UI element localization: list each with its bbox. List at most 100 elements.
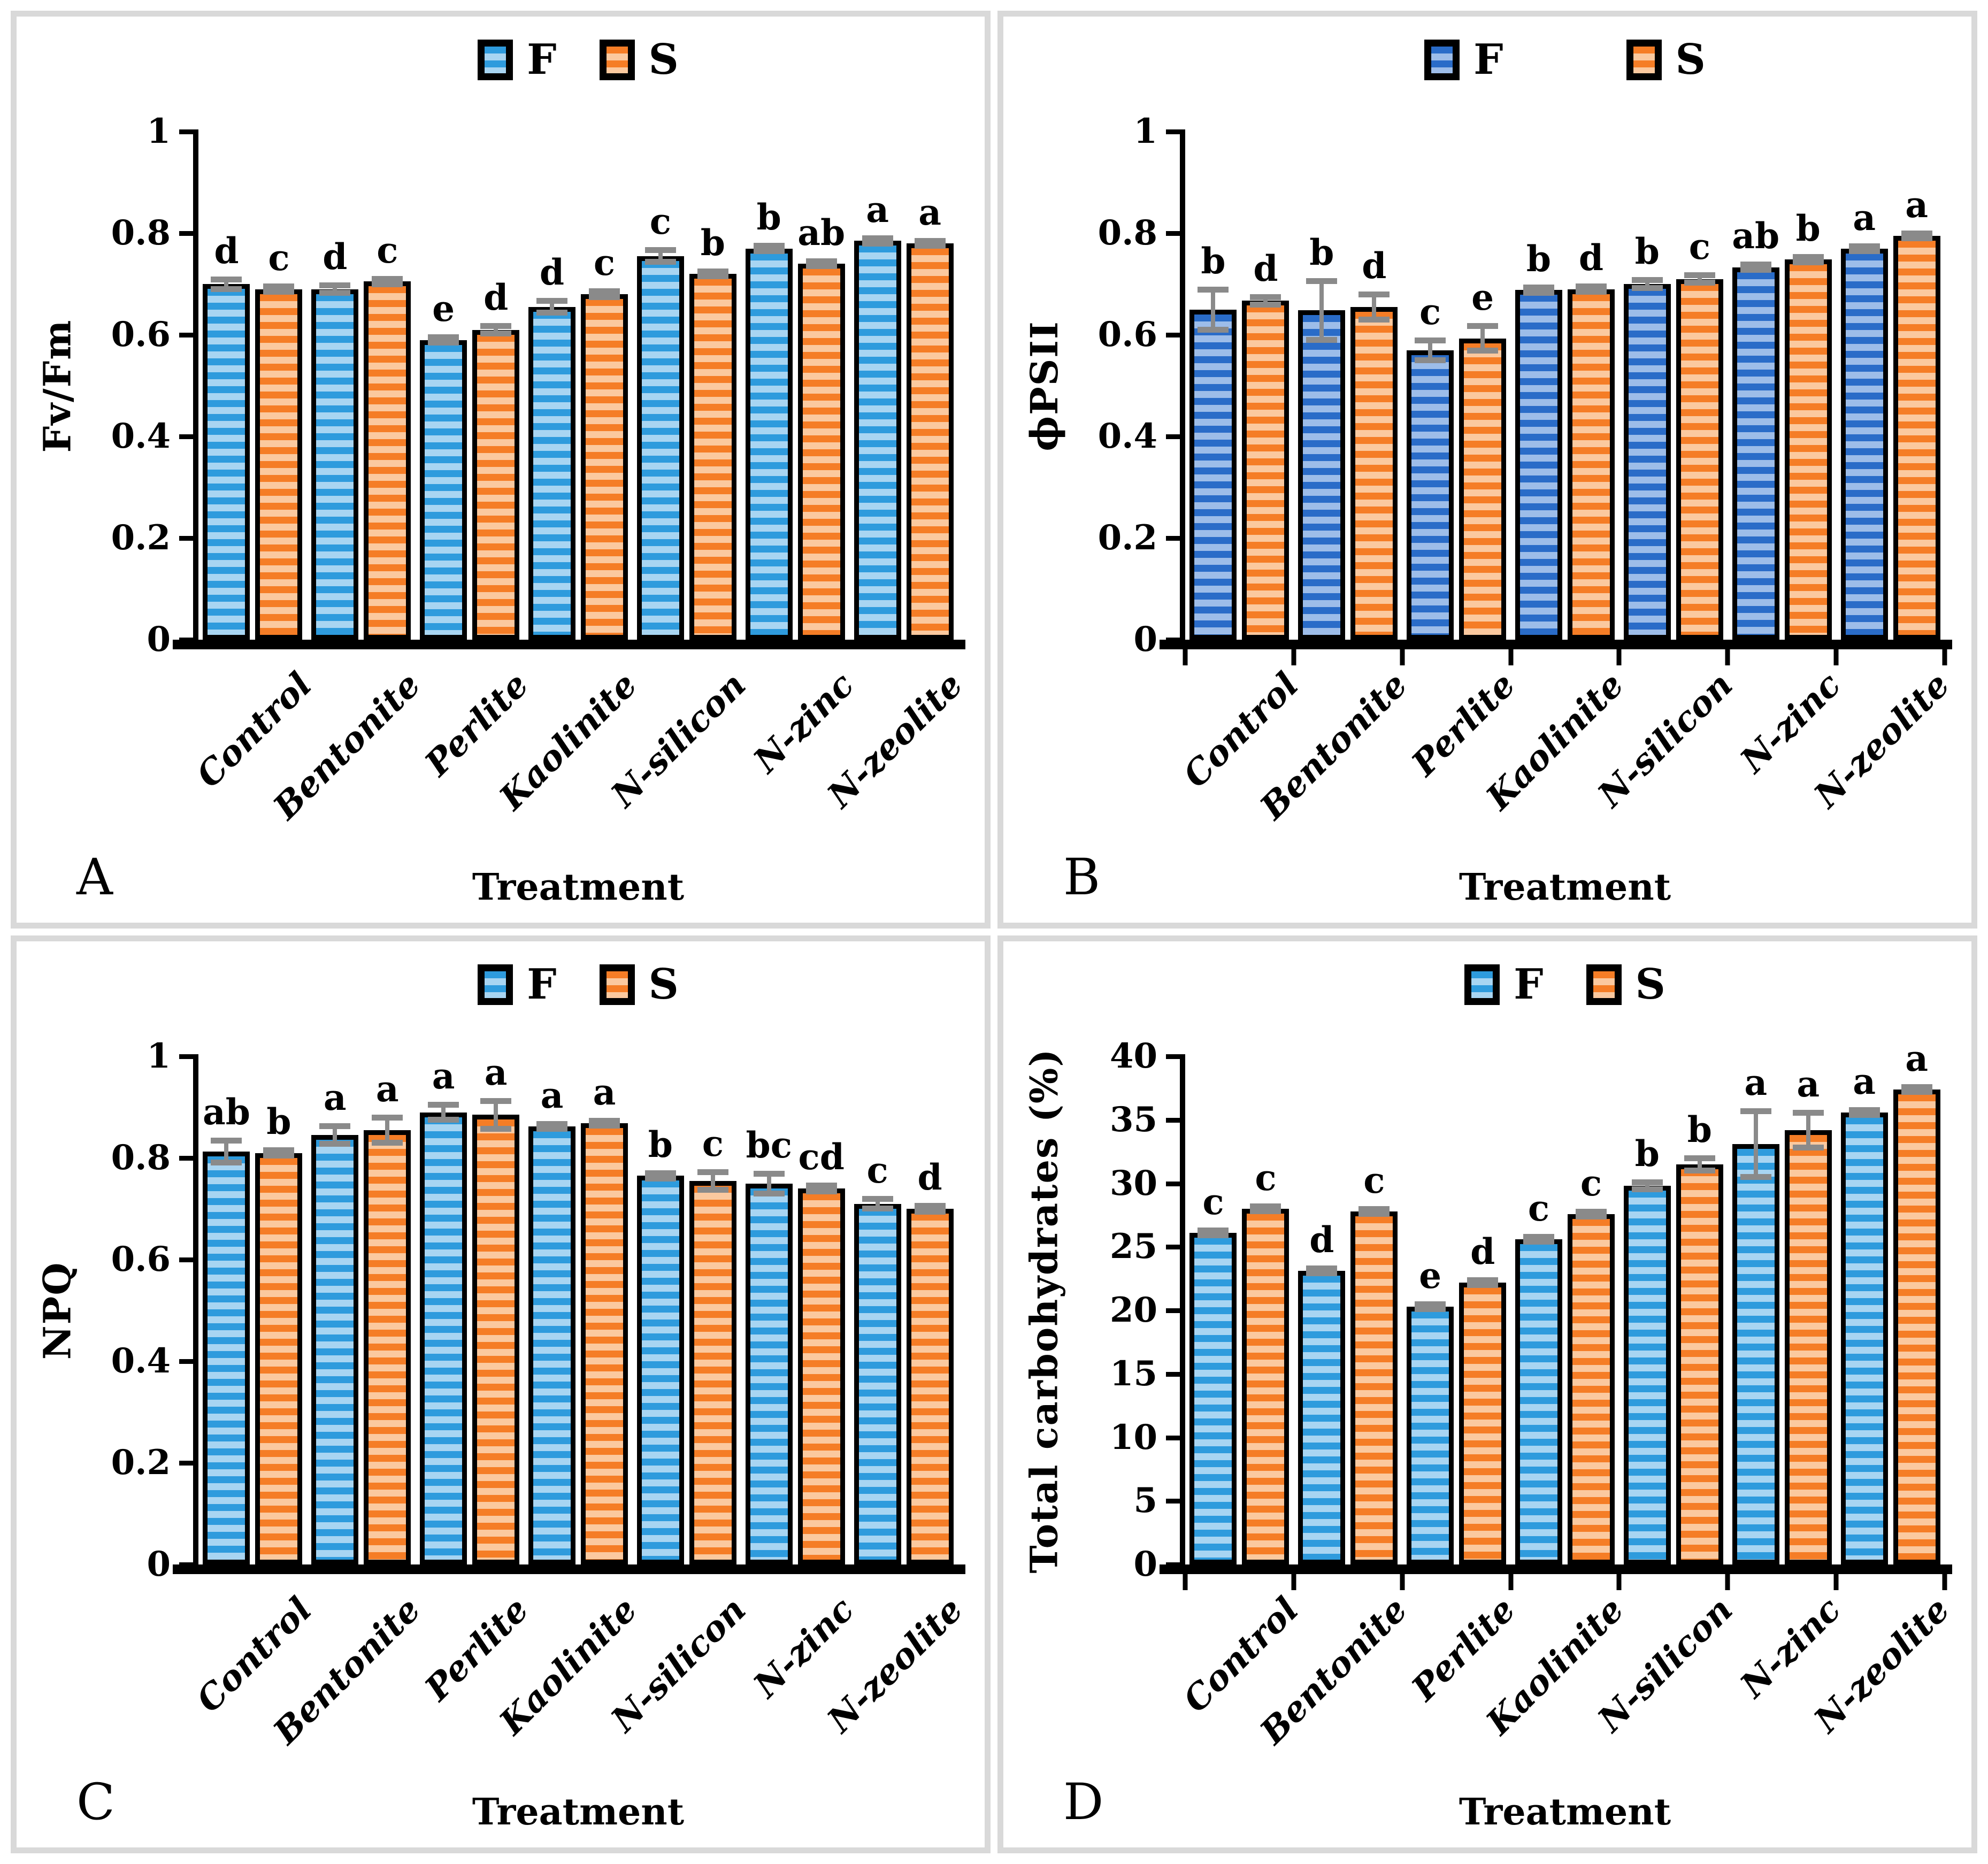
y-tick-label: 0 xyxy=(1133,1544,1157,1584)
error-bar-cap-bottom xyxy=(862,240,893,247)
sig-letter: a xyxy=(540,1075,564,1117)
error-bar xyxy=(441,1104,446,1120)
bar-S-N-zinc xyxy=(797,1188,845,1564)
panel-letter: C xyxy=(76,1773,115,1831)
x-tick xyxy=(1725,1574,1730,1590)
y-axis-line xyxy=(1180,129,1185,640)
y-tick xyxy=(179,1461,193,1466)
sig-letter: bc xyxy=(746,1124,792,1166)
sig-letter: d xyxy=(539,251,565,294)
x-axis-title: Treatment xyxy=(1459,1791,1671,1834)
error-bar-cap-bottom xyxy=(589,1123,620,1129)
x-category-labels: Control Bentonite Perlite Kaolinite N-silico… xyxy=(1176,1590,1957,1793)
y-tick-label: 0.6 xyxy=(1097,314,1157,355)
error-bar-cap-bottom xyxy=(914,243,946,249)
y-tick-label: 0.4 xyxy=(111,416,171,456)
sig-letter: b xyxy=(1201,240,1226,282)
y-tick-label: 20 xyxy=(1109,1290,1157,1330)
error-bar-cap-bottom xyxy=(1792,1145,1824,1150)
y-tick-label: 0.4 xyxy=(1097,416,1157,456)
sig-letter: b xyxy=(700,222,725,264)
legend-swatch-F xyxy=(1424,40,1460,80)
error-bar-cap-bottom xyxy=(536,1126,567,1132)
sig-letter: d xyxy=(1253,247,1278,289)
y-tick-label: 1 xyxy=(147,1036,171,1076)
x-tick xyxy=(1291,649,1296,665)
barwrap-S-Bentonite: a xyxy=(364,1071,411,1564)
panel-C: F S NPQ 0 0.2 0.4 0.6 0.8 1 ab b a a a a a a b c bc cd c d … xyxy=(11,935,991,1853)
barwrap-F-Kaolinite: a xyxy=(528,1078,575,1564)
y-tick-label: 0 xyxy=(1133,619,1157,659)
bar-F-N-zinc xyxy=(745,248,793,640)
error-bar-cap-bottom xyxy=(1848,1111,1880,1118)
barwrap-F-Perlite: e xyxy=(1407,1258,1454,1564)
error-bar xyxy=(1697,1158,1702,1171)
bar-S-N-zeolite xyxy=(906,243,954,640)
x-tick xyxy=(1400,649,1405,665)
bar-F-Kaolinite xyxy=(528,306,575,640)
legend-swatch-S xyxy=(599,40,635,80)
bar-groups: ab b a a a a a a b c bc cd c d xyxy=(198,1055,958,1564)
sig-letter: a xyxy=(593,1071,616,1114)
bar-F-Bentonite xyxy=(1298,310,1346,640)
sig-letter: b xyxy=(1687,1109,1712,1150)
sig-letter: b xyxy=(1795,207,1821,249)
error-bar-cap-bottom xyxy=(753,1190,785,1196)
y-axis-title-wrap: Total carbohydrates (%) xyxy=(1007,1048,1081,1573)
barwrap-S-Kaolinite: d xyxy=(1568,240,1615,640)
y-tick xyxy=(1166,1117,1180,1123)
x-axis-title: Treatment xyxy=(472,1791,685,1834)
error-bar xyxy=(1645,1182,1649,1190)
sig-letter: a xyxy=(1744,1062,1768,1104)
legend: F S xyxy=(198,964,958,1006)
error-bar-cap-bottom xyxy=(1358,316,1390,323)
error-bar-cap-bottom xyxy=(914,1208,946,1215)
barwrap-S-Kaolinite: c xyxy=(1568,1165,1615,1564)
panel-letter: B xyxy=(1063,848,1101,907)
barwrap-F-Control: c xyxy=(1189,1184,1237,1564)
error-bar-cap-bottom xyxy=(1306,336,1338,343)
y-tick xyxy=(1166,129,1180,134)
y-axis-title: ϕPSII xyxy=(1022,320,1066,451)
bar-S-Perlite xyxy=(472,1115,520,1564)
error-bar-cap-bottom xyxy=(589,294,620,300)
sig-letter: d xyxy=(1470,1230,1495,1272)
bar-F-Control xyxy=(203,1151,250,1564)
barwrap-F-N-zinc: bc xyxy=(745,1127,793,1564)
barwrap-S-Control: b xyxy=(255,1104,303,1564)
error-bar-cap-top xyxy=(697,1169,728,1175)
error-bar-cap-bottom xyxy=(1198,1232,1229,1239)
y-tick xyxy=(179,333,193,337)
error-bar-cap-top xyxy=(1684,1155,1715,1161)
bar-F-Perlite xyxy=(420,1112,467,1564)
error-bar-cap-bottom xyxy=(644,259,676,265)
barwrap-S-N-zeolite: d xyxy=(906,1160,954,1564)
y-tick-label: 30 xyxy=(1109,1163,1157,1203)
sig-letter: d xyxy=(917,1156,942,1199)
error-bar xyxy=(333,1126,337,1145)
y-axis-line xyxy=(193,129,198,640)
error-bar-cap-top xyxy=(263,1147,295,1153)
error-bar-cap-top xyxy=(1576,283,1607,289)
error-bar-cap-top xyxy=(644,1170,676,1176)
bar-F-Perlite xyxy=(420,340,467,640)
barwrap-S-Control: c xyxy=(255,240,303,640)
error-bar-cap-bottom xyxy=(480,331,512,337)
x-tick xyxy=(1725,649,1730,665)
error-bar-cap-bottom xyxy=(1415,357,1446,363)
error-bar-cap-top xyxy=(1631,1179,1663,1186)
figure-grid: F S Fv/Fm 0 0.2 0.4 0.6 0.8 1 d c d c e d d c c b b ab a a … xyxy=(11,11,1977,1853)
y-tick xyxy=(179,1257,193,1262)
bar-S-N-zinc xyxy=(797,264,845,640)
legend-label-F: F xyxy=(1514,960,1544,1009)
error-bar-cap-top xyxy=(1740,1108,1771,1115)
error-bar-cap-top xyxy=(862,235,893,241)
error-bar-cap-bottom xyxy=(1306,1270,1338,1277)
x-tick xyxy=(1508,1574,1514,1590)
